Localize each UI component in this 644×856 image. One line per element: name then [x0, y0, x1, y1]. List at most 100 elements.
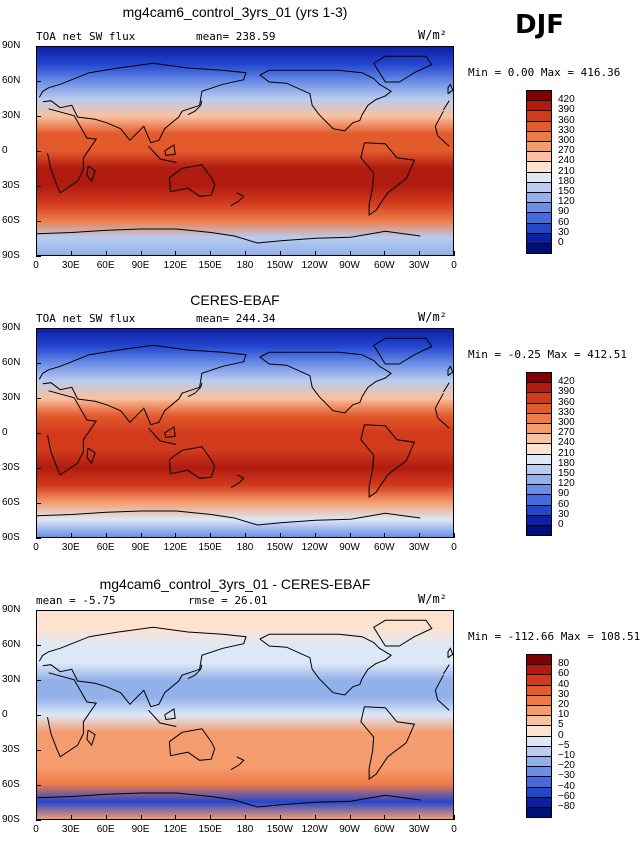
- colorbar: [526, 654, 552, 819]
- colorbar-label: −5: [558, 739, 570, 751]
- lon-tick-mark: [245, 815, 246, 820]
- coastline: [373, 337, 433, 365]
- lon-tick-label: 90W: [339, 260, 360, 271]
- coastline: [373, 619, 433, 647]
- panel-center-label: mean= 244.34: [196, 312, 276, 325]
- lon-tick-label: 120W: [301, 260, 328, 271]
- coastline: [86, 165, 96, 183]
- lon-tick-mark: [419, 815, 421, 820]
- colorbar-label: −60: [558, 790, 575, 802]
- coastline: [447, 83, 453, 95]
- colorbar-label: −20: [558, 760, 575, 772]
- lat-tick-label: 60S: [2, 779, 20, 790]
- lon-tick-label: 150E: [198, 542, 222, 553]
- lon-tick-label: 0: [451, 260, 457, 271]
- colorbar-label: 300: [558, 417, 575, 428]
- lat-tick-label: 0: [2, 145, 8, 156]
- lon-tick-mark: [36, 251, 37, 256]
- lat-tick-label: 90N: [2, 322, 21, 333]
- lon-tick-label: 60W: [374, 260, 395, 271]
- lat-tick-mark: [36, 715, 41, 716]
- lat-tick-mark: [36, 433, 41, 434]
- lon-tick-mark: [70, 815, 72, 820]
- colorbar-cell: [526, 807, 552, 819]
- colorbar-label: 360: [558, 114, 575, 126]
- lon-tick-mark: [314, 815, 316, 820]
- lon-tick-label: 0: [33, 824, 39, 835]
- colorbar-label: 210: [558, 447, 575, 459]
- lon-tick-mark: [175, 251, 177, 256]
- panel-title: mg4cam6_control_3yrs_01 (yrs 1-3): [122, 4, 348, 20]
- colorbar-label: 90: [558, 206, 570, 218]
- lon-tick-label: 60W: [374, 824, 395, 835]
- coastline: [164, 708, 176, 721]
- lat-tick-mark: [36, 151, 41, 152]
- lon-tick-label: 120W: [301, 542, 328, 553]
- lon-tick-label: 90E: [131, 824, 150, 835]
- lat-tick-label: 90N: [2, 40, 21, 51]
- lon-tick-mark: [314, 533, 316, 538]
- lon-tick-label: 90E: [131, 542, 150, 553]
- lon-tick-mark: [314, 251, 316, 256]
- panel-center-label: mean= 238.59: [196, 30, 276, 43]
- lon-tick-label: 150W: [266, 542, 293, 553]
- coastline: [164, 144, 176, 157]
- lat-tick-label: 30N: [2, 674, 21, 685]
- lat-tick-label: 30N: [2, 110, 21, 121]
- colorbar-label: 300: [558, 135, 575, 146]
- colorbar-label: 420: [558, 376, 575, 388]
- lat-tick-label: 90S: [2, 532, 20, 543]
- colorbar-label: 60: [558, 498, 570, 510]
- lon-tick-mark: [454, 533, 455, 538]
- colorbar-label: 0: [558, 729, 564, 741]
- colorbar-label: −10: [558, 750, 575, 761]
- lat-tick-label: 30S: [2, 180, 20, 191]
- lon-tick-mark: [245, 533, 246, 538]
- coastline: [187, 664, 203, 680]
- lon-tick-mark: [384, 815, 386, 820]
- lon-tick-label: 180: [236, 824, 254, 835]
- colorbar-label: 270: [558, 427, 575, 439]
- lon-tick-mark: [175, 533, 177, 538]
- colorbar-label: 390: [558, 104, 575, 116]
- coastline: [360, 142, 416, 216]
- lat-tick-mark: [36, 750, 41, 751]
- lat-tick-mark: [36, 81, 41, 82]
- colorbar-label: 270: [558, 145, 575, 157]
- coastline: [38, 344, 450, 426]
- colorbar-label: −40: [558, 780, 575, 792]
- lon-tick-mark: [105, 251, 107, 256]
- lat-tick-label: 60N: [2, 639, 21, 650]
- lon-tick-label: 120E: [163, 542, 187, 553]
- lon-tick-mark: [105, 815, 107, 820]
- lon-tick-mark: [454, 251, 455, 256]
- lon-tick-label: 120E: [163, 260, 187, 271]
- coastline: [230, 192, 245, 207]
- coastline: [148, 427, 177, 445]
- lon-tick-mark: [454, 815, 455, 820]
- coastline: [47, 672, 450, 758]
- coastlines: [37, 337, 453, 526]
- lat-tick-mark: [36, 680, 41, 681]
- coastline: [168, 728, 216, 761]
- lat-tick-label: 60N: [2, 357, 21, 368]
- lat-tick-label: 60S: [2, 497, 20, 508]
- lon-tick-label: 60E: [96, 824, 115, 835]
- panel-minmax: Min = 0.00 Max = 416.36: [468, 66, 621, 79]
- lon-tick-label: 90W: [339, 542, 360, 553]
- panel-2: CERES-EBAF TOA net SW flux mean= 244.34 W/m…: [0, 282, 644, 564]
- lon-tick-mark: [384, 533, 386, 538]
- colorbar-label: 360: [558, 396, 575, 408]
- lon-tick-mark: [140, 815, 142, 820]
- panel-units: W/m²: [418, 28, 447, 42]
- colorbar: [526, 90, 552, 255]
- panel-left-label: TOA net SW flux: [36, 30, 136, 43]
- panel-units: W/m²: [418, 592, 447, 606]
- panel-units: W/m²: [418, 310, 447, 324]
- lon-tick-label: 0: [451, 824, 457, 835]
- coastlines: [37, 619, 453, 808]
- coastline: [47, 108, 450, 194]
- colorbar-label: 40: [558, 678, 570, 690]
- coastline: [38, 626, 450, 708]
- lon-tick-label: 90E: [131, 260, 150, 271]
